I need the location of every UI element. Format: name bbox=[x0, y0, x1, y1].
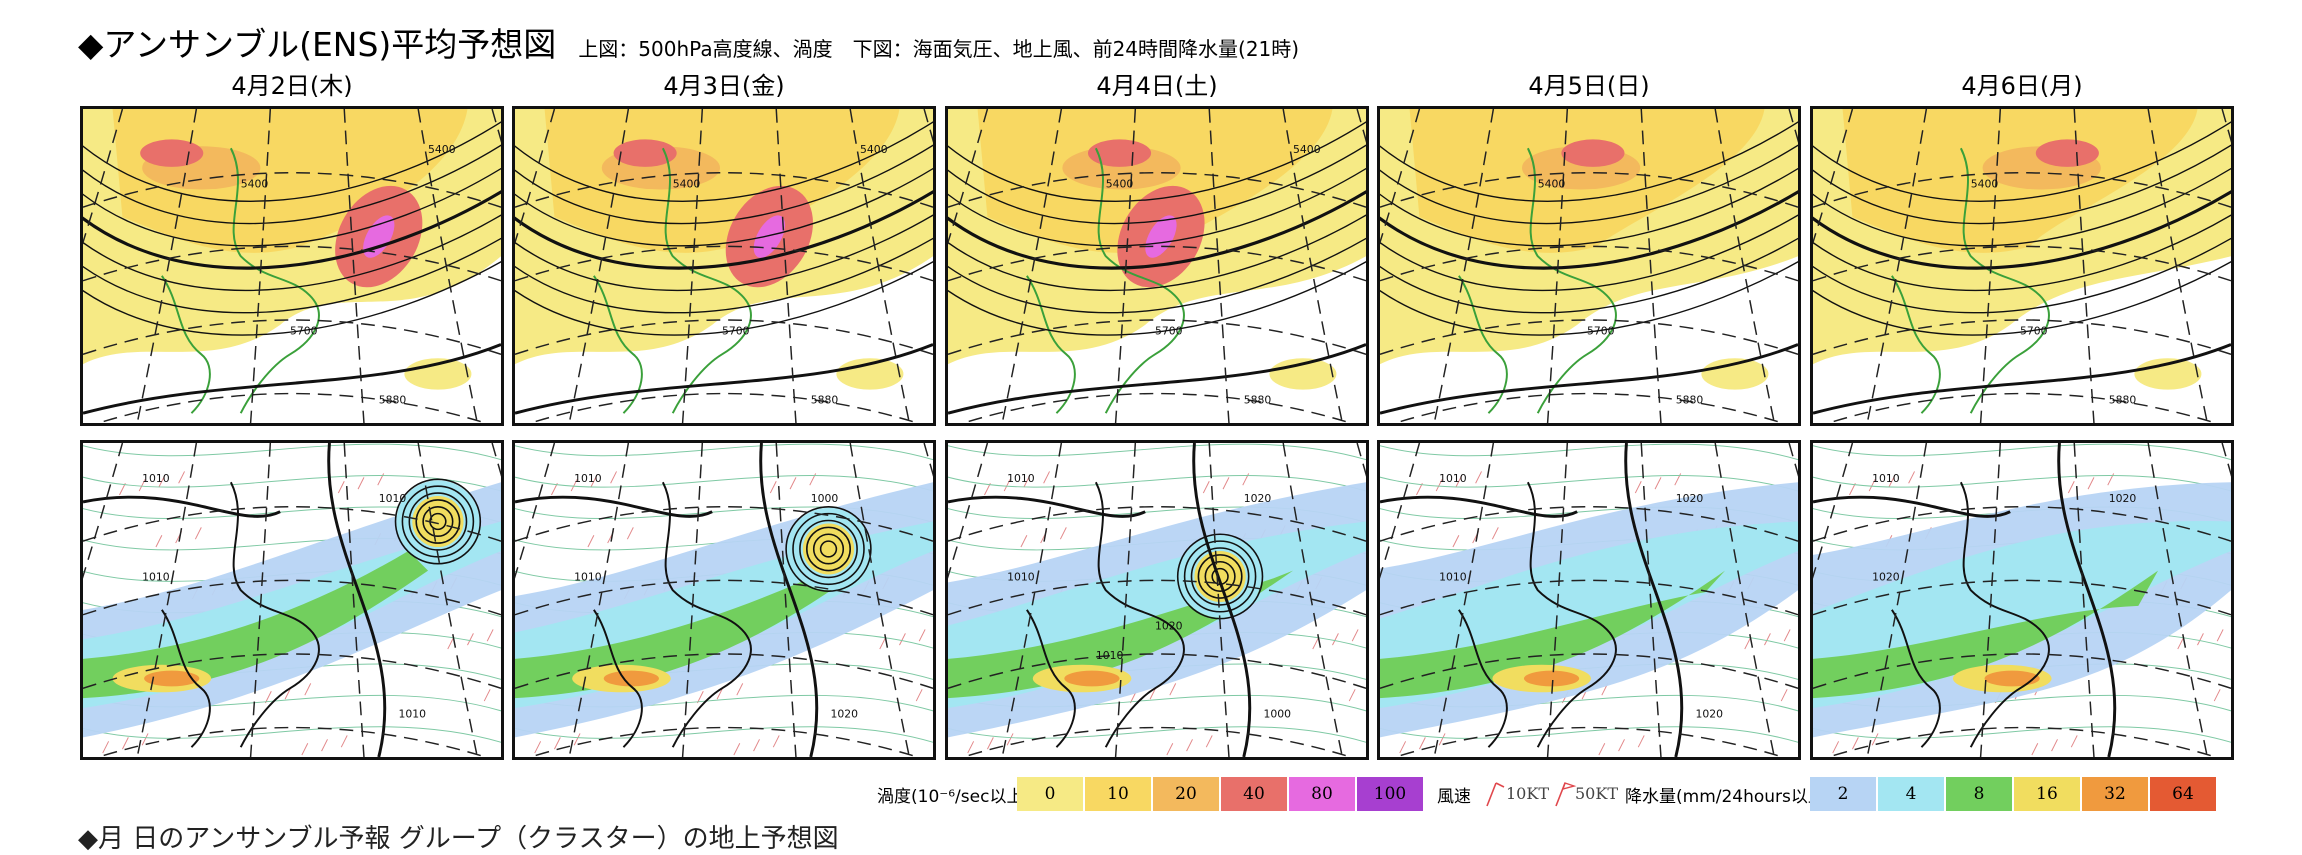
precip-swatch: 2 bbox=[1810, 777, 1876, 811]
isobar-label: 1020 bbox=[1695, 708, 1723, 721]
upper-map-panel: 5400 5700 5880 5400 bbox=[80, 106, 504, 426]
wind-legend-label: 風速 bbox=[1437, 787, 1471, 807]
date-label-2: 4月3日(金) bbox=[663, 72, 785, 100]
isobar-label: 1020 bbox=[2109, 492, 2137, 505]
isobar-label: 1000 bbox=[811, 492, 839, 505]
contour-label: 5700 bbox=[2020, 325, 2048, 338]
contour-label: 5880 bbox=[379, 393, 407, 406]
isobar-label: 1010 bbox=[574, 472, 602, 485]
lower-map-panel: 1010 1020 1020 bbox=[1810, 440, 2234, 760]
isobar-label: 1020 bbox=[830, 708, 858, 721]
upper-map-panel: 5400 5700 5880 bbox=[1810, 106, 2234, 426]
isobar-label: 1010 bbox=[1872, 472, 1900, 485]
upper-map-panel: 5400 5700 5880 5400 bbox=[512, 106, 936, 426]
isobar-label: 1010 bbox=[398, 708, 426, 721]
lower-map-panel: 1010 1010 1000 1020 bbox=[512, 440, 936, 760]
wind-barb-50kt-icon bbox=[1555, 782, 1577, 807]
date-label-1: 4月2日(木) bbox=[231, 72, 353, 100]
isobar-label: 1020 bbox=[1155, 619, 1183, 632]
upper-map-panel: 5400 5700 5880 5400 bbox=[945, 106, 1369, 426]
isobar-label: 1010 bbox=[142, 570, 170, 583]
contour-label: 5700 bbox=[722, 325, 750, 338]
lower-map-panel: 1010 1010 1010 1010 bbox=[80, 440, 504, 760]
precip-swatch: 64 bbox=[2150, 777, 2216, 811]
wind-50kt-label: 50KT bbox=[1575, 784, 1618, 803]
vorticity-swatch: 10 bbox=[1085, 777, 1151, 811]
contour-label: 5400 bbox=[1971, 178, 1999, 191]
isobar-label: 1010 bbox=[142, 472, 170, 485]
vorticity-legend-label: 渦度(10⁻⁶/sec以上) bbox=[877, 787, 1031, 807]
isobar-label: 1000 bbox=[1263, 708, 1291, 721]
precip-swatch: 32 bbox=[2082, 777, 2148, 811]
header: ◆アンサンブル(ENS)平均予想図 上図：500hPa高度線、渦度 下図：海面気… bbox=[78, 18, 1299, 66]
vorticity-swatch: 20 bbox=[1153, 777, 1219, 811]
page-subtitle: 上図：500hPa高度線、渦度 下図：海面気圧、地上風、前24時間降水量(21時… bbox=[578, 37, 1300, 61]
contour-label: 5400 bbox=[1538, 178, 1566, 191]
lower-map-panel: 1010 1010 1020 1000 1010 1020 bbox=[945, 440, 1369, 760]
vorticity-swatch: 100 bbox=[1357, 777, 1423, 811]
isobar-label: 1010 bbox=[1096, 649, 1124, 662]
vorticity-swatch: 80 bbox=[1289, 777, 1355, 811]
isobar-label: 1010 bbox=[1439, 472, 1467, 485]
vorticity-swatch: 40 bbox=[1221, 777, 1287, 811]
contour-label: 5400 bbox=[428, 143, 456, 156]
page-title: ◆アンサンブル(ENS)平均予想図 bbox=[78, 25, 557, 64]
isobar-label: 1010 bbox=[1439, 570, 1467, 583]
precip-legend-label: 降水量(mm/24hours以上) bbox=[1625, 787, 1832, 807]
contour-label: 5400 bbox=[860, 143, 888, 156]
date-label-4: 4月5日(日) bbox=[1528, 72, 1650, 100]
isobar-label: 1020 bbox=[1676, 492, 1704, 505]
isobar-label: 1010 bbox=[574, 570, 602, 583]
contour-label: 5400 bbox=[241, 178, 269, 191]
isobar-label: 1010 bbox=[1007, 472, 1035, 485]
date-label-5: 4月6日(月) bbox=[1961, 72, 2083, 100]
lower-map-panel: 1010 1010 1020 1020 bbox=[1377, 440, 1801, 760]
contour-label: 5880 bbox=[811, 393, 839, 406]
wind-10kt-label: 10KT bbox=[1506, 784, 1549, 803]
legend: 渦度(10⁻⁶/sec以上) 0 10 20 40 80 100 風速 10KT… bbox=[0, 777, 2302, 811]
contour-label: 5880 bbox=[2109, 393, 2137, 406]
date-label-3: 4月4日(土) bbox=[1096, 72, 1218, 100]
precip-swatch: 4 bbox=[1878, 777, 1944, 811]
contour-label: 5400 bbox=[673, 178, 701, 191]
precip-swatch: 16 bbox=[2014, 777, 2080, 811]
contour-label: 5400 bbox=[1106, 178, 1134, 191]
wind-barb-10kt-icon bbox=[1486, 782, 1505, 807]
isobar-label: 1020 bbox=[1244, 492, 1272, 505]
contour-label: 5700 bbox=[1155, 325, 1183, 338]
contour-label: 5880 bbox=[1244, 393, 1272, 406]
contour-label: 5400 bbox=[1293, 143, 1321, 156]
isobar-label: 1020 bbox=[1872, 570, 1900, 583]
contour-label: 5700 bbox=[1587, 325, 1615, 338]
contour-label: 5700 bbox=[290, 325, 318, 338]
vorticity-swatch: 0 bbox=[1017, 777, 1083, 811]
contour-label: 5880 bbox=[1676, 393, 1704, 406]
upper-map-panel: 5400 5700 5880 bbox=[1377, 106, 1801, 426]
isobar-label: 1010 bbox=[1007, 570, 1035, 583]
precip-swatch: 8 bbox=[1946, 777, 2012, 811]
next-section-heading: ◆月 日のアンサンブル予報 グループ（クラスター）の地上予想図 bbox=[78, 824, 839, 854]
isobar-label: 1010 bbox=[379, 492, 407, 505]
